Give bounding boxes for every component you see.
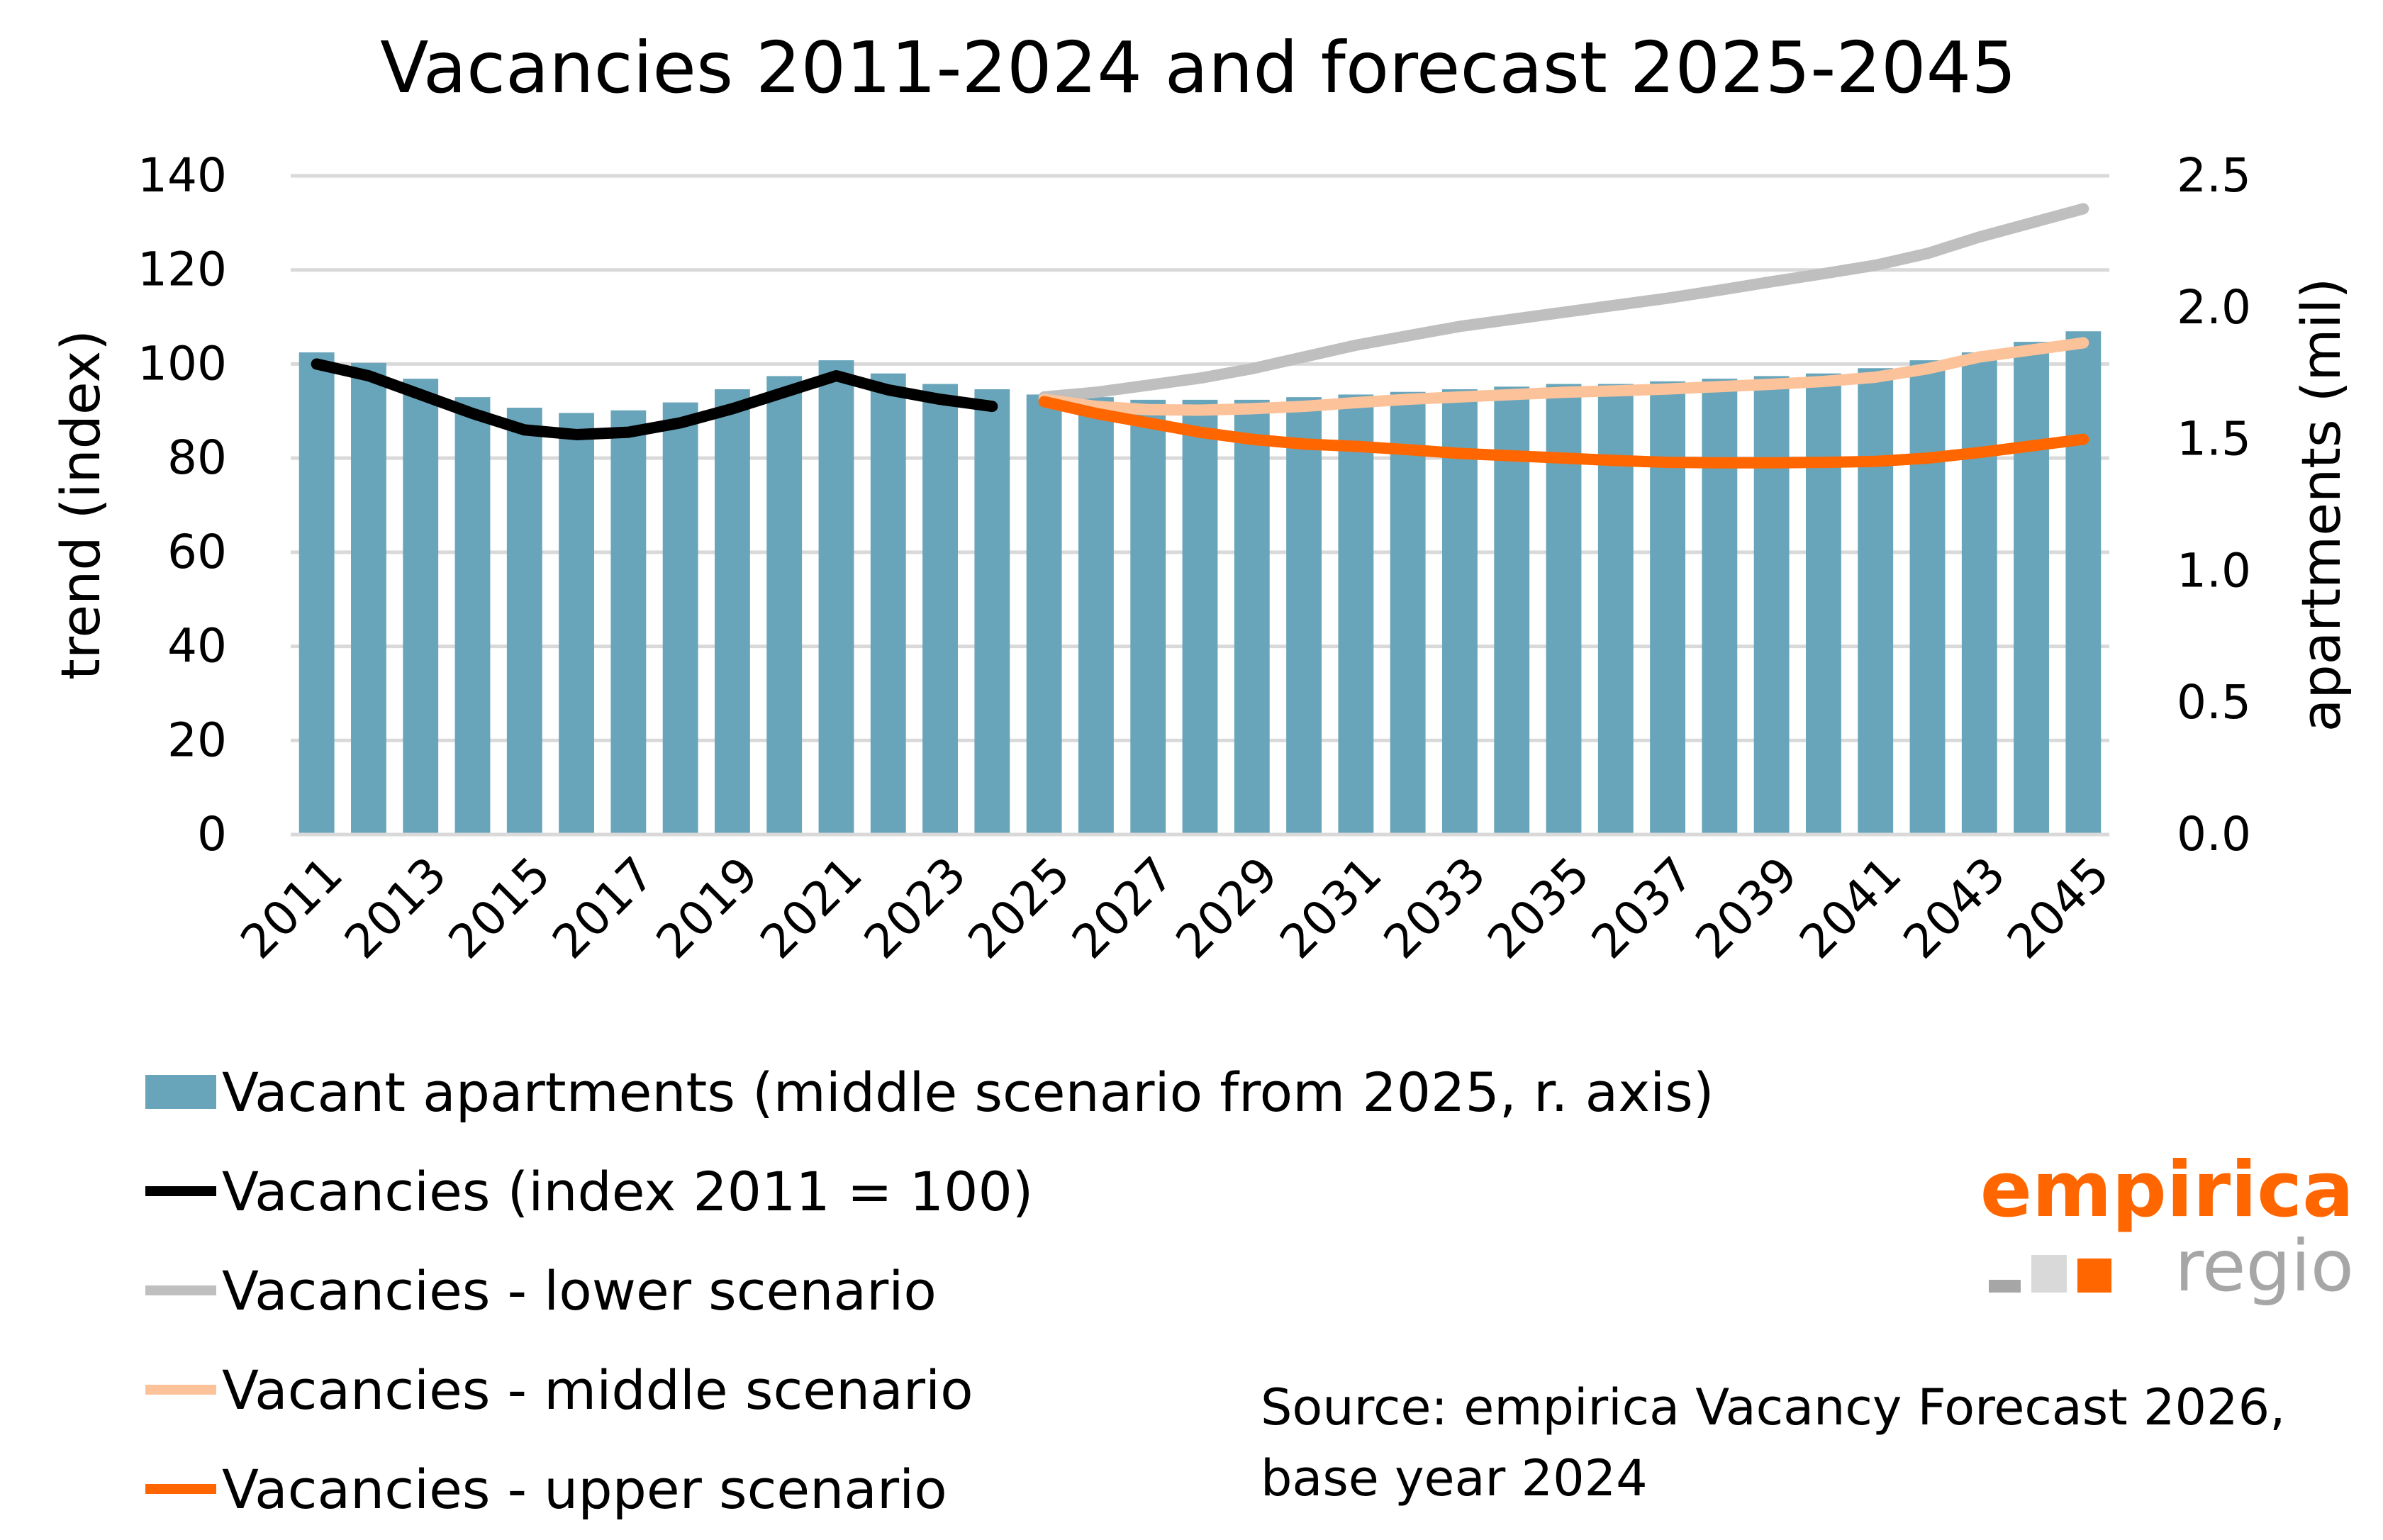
- y2-axis-label: apartments (mil): [2289, 278, 2353, 732]
- bar: [351, 362, 386, 835]
- bar: [1182, 399, 1218, 835]
- bar: [454, 397, 491, 835]
- legend-swatch: [145, 1186, 216, 1196]
- bar: [818, 360, 854, 835]
- x-tick-label: 2045: [1997, 847, 2119, 969]
- x-tick-label: 2013: [334, 847, 457, 969]
- y-tick-label: 40: [167, 619, 227, 674]
- legend-item: Vacancies (index 2011 = 100): [145, 1156, 1033, 1227]
- bar: [2065, 331, 2102, 835]
- x-tick-label: 2039: [1685, 847, 1808, 969]
- x-tick-label: 2037: [1581, 847, 1704, 969]
- bar: [1961, 352, 1997, 835]
- y-tick-label: 20: [167, 713, 227, 767]
- y-axis-label: trend (index): [49, 330, 112, 680]
- y-tick-label: 120: [138, 242, 227, 297]
- bar: [2014, 342, 2049, 835]
- bar: [1390, 391, 1426, 835]
- x-tick-label: 2027: [1061, 847, 1184, 969]
- y2-tick-label: 0.5: [2177, 675, 2251, 730]
- x-tick-label: 2023: [854, 847, 976, 969]
- chart-title: Vacancies 2011-2024 and forecast 2025-20…: [380, 26, 2016, 109]
- x-tick-label: 2015: [438, 847, 561, 969]
- bar: [506, 408, 542, 835]
- x-tick-label: 2035: [1478, 847, 1600, 969]
- legend-item: Vacancies - upper scenario: [145, 1453, 947, 1524]
- bar: [974, 389, 1010, 835]
- bar: [870, 373, 906, 835]
- legend-swatch: [145, 1285, 216, 1295]
- bar: [559, 413, 594, 835]
- legend-item: Vacancies - lower scenario: [145, 1255, 937, 1326]
- y2-tick-label: 1.5: [2177, 412, 2251, 467]
- y-tick-label: 140: [138, 148, 227, 203]
- svg-text:empirica: empirica: [1980, 1149, 2354, 1234]
- x-tick-label: 2025: [958, 847, 1081, 969]
- source-line-2: base year 2024: [1261, 1449, 1648, 1507]
- legend-label: Vacancies - upper scenario: [222, 1457, 947, 1521]
- bar: [1130, 399, 1166, 835]
- y-tick-label: 0: [197, 807, 227, 861]
- y-tick-label: 80: [167, 430, 227, 485]
- bar: [1078, 397, 1114, 835]
- bar: [1286, 397, 1322, 835]
- bar: [1650, 381, 1685, 835]
- empirica-regio-logo: empirica regio: [1980, 1149, 2354, 1307]
- y2-tick-label: 1.0: [2177, 543, 2251, 598]
- x-tick-label: 2031: [1269, 847, 1392, 969]
- bar: [1702, 379, 1738, 835]
- line-vacancies-middle-scenario: [1038, 337, 2089, 416]
- line-vacancies-lower-scenario: [1038, 203, 2089, 403]
- y2-tick-label: 2.5: [2177, 148, 2251, 203]
- bar: [662, 402, 698, 835]
- legend-label: Vacant apartments (middle scenario from …: [222, 1060, 1714, 1124]
- line-vacancies-upper-scenario: [1038, 396, 2089, 469]
- source-note: Source: empirica Vacancy Forecast 2026, …: [1261, 1372, 2285, 1514]
- svg-text:regio: regio: [2175, 1224, 2354, 1307]
- chart-svg: Vacancies 2011-2024 and forecast 2025-20…: [49, 26, 2353, 969]
- legend-label: Vacancies - lower scenario: [222, 1259, 937, 1322]
- legend-item: Vacant apartments (middle scenario from …: [145, 1056, 1714, 1127]
- y-tick-label: 60: [167, 525, 227, 579]
- bar: [1338, 394, 1374, 835]
- legend-swatch: [145, 1385, 216, 1395]
- x-tick-label: 2021: [750, 847, 873, 969]
- bar: [766, 376, 803, 835]
- x-tick-label: 2043: [1893, 847, 2016, 969]
- source-line-1: Source: empirica Vacancy Forecast 2026,: [1261, 1378, 2286, 1436]
- legend-label: Vacancies (index 2011 = 100): [222, 1159, 1034, 1223]
- legend-item: Vacancies - middle scenario: [145, 1354, 973, 1425]
- bar: [1806, 373, 1841, 835]
- bar: [1546, 384, 1582, 835]
- x-tick-label: 2033: [1373, 847, 1496, 969]
- bar: [1026, 394, 1062, 835]
- bar: [1442, 389, 1478, 835]
- bar: [1597, 384, 1634, 835]
- legend-swatch: [145, 1484, 216, 1494]
- x-tick-label: 2041: [1789, 847, 1912, 969]
- bar: [715, 389, 750, 835]
- x-tick-label: 2011: [230, 847, 353, 969]
- bar: [1909, 360, 1946, 835]
- x-tick-label: 2017: [542, 847, 664, 969]
- bar: [1234, 399, 1270, 835]
- bar: [610, 410, 647, 835]
- x-tick-label: 2029: [1166, 847, 1288, 969]
- legend-swatch: [145, 1075, 216, 1109]
- y-tick-label: 100: [138, 336, 227, 391]
- bar: [922, 384, 958, 835]
- x-tick-label: 2019: [646, 847, 769, 969]
- bar: [1858, 368, 1894, 835]
- bar: [403, 379, 439, 835]
- y2-tick-label: 0.0: [2177, 807, 2251, 861]
- bar: [298, 352, 335, 835]
- line-vacancies-index-2011-100-: [311, 358, 998, 440]
- y2-tick-label: 2.0: [2177, 280, 2251, 335]
- bar: [1753, 376, 1790, 835]
- legend-label: Vacancies - middle scenario: [222, 1358, 973, 1422]
